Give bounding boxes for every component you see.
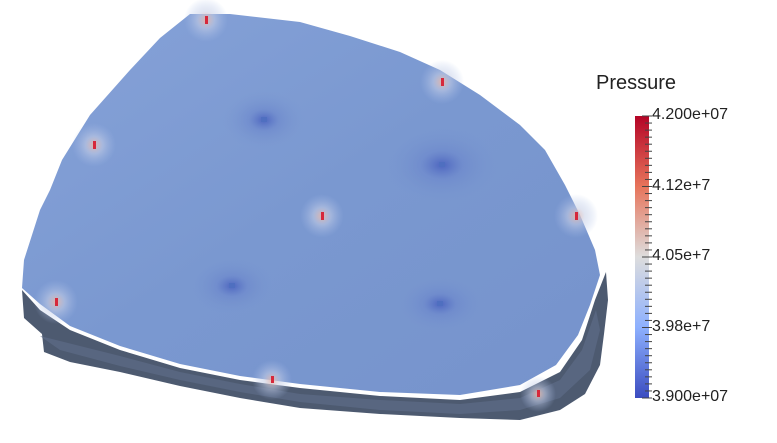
legend-label-upper: 4.12e+7: [652, 177, 711, 194]
producer-well-marker: [229, 283, 235, 288]
legend-label-mid: 4.05e+7: [652, 247, 711, 264]
injector-well-marker: [575, 212, 578, 220]
injector-well-marker: [321, 212, 324, 220]
legend-label-lower: 3.98e+7: [652, 318, 711, 335]
legend-label-max: 4.200e+07: [652, 106, 729, 123]
legend-title: Pressure: [596, 72, 677, 94]
injector-well-marker: [93, 141, 96, 149]
reservoir-side-wall: [22, 272, 608, 420]
injector-well-marker: [55, 298, 58, 306]
producer-well-marker: [261, 117, 267, 122]
color-scale-bar: [635, 115, 652, 399]
well-markers: [55, 16, 578, 397]
injector-well-marker: [537, 390, 540, 397]
producer-well-marker: [437, 301, 443, 306]
producer-well-marker: [439, 162, 445, 167]
injector-well-marker: [441, 78, 444, 86]
legend-label-min: 3.900e+07: [652, 388, 729, 405]
injector-well-marker: [271, 376, 274, 383]
injector-well-marker: [205, 16, 208, 24]
